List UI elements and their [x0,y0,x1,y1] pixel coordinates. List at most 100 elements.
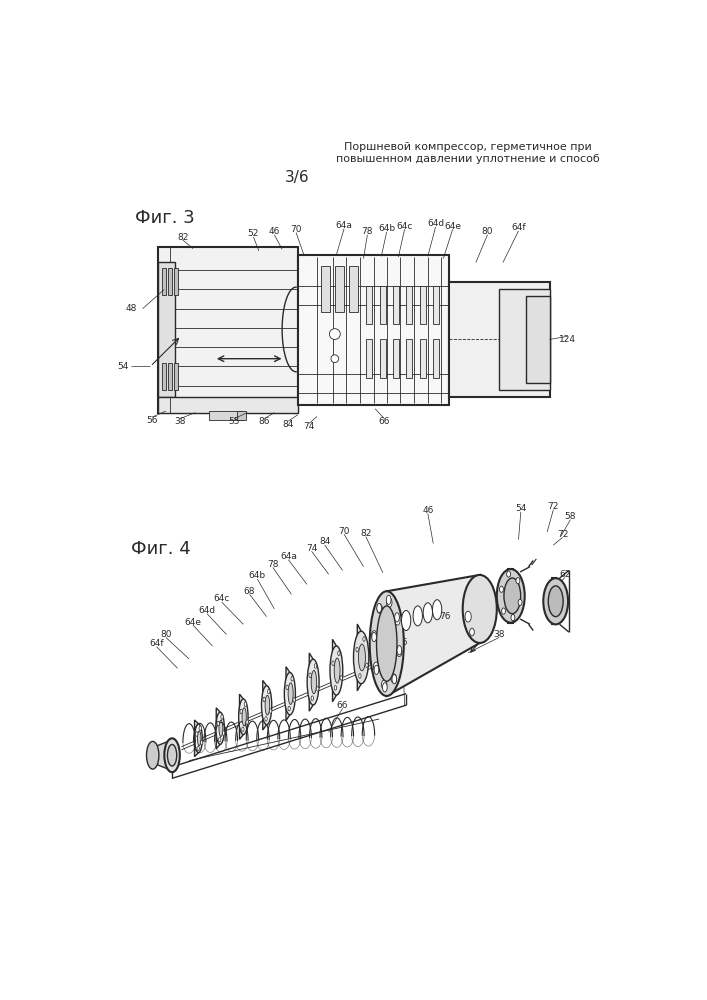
Bar [158,247,298,413]
Text: 64a: 64a [280,552,297,561]
Ellipse shape [315,664,317,668]
Text: 38: 38 [174,417,185,426]
Text: Поршневой компрессор, герметичное при: Поршневой компрессор, герметичное при [344,142,592,152]
Ellipse shape [497,569,525,623]
Text: 64f: 64f [511,223,526,232]
Text: 56: 56 [146,416,158,425]
Ellipse shape [197,746,199,751]
Ellipse shape [239,699,248,735]
Text: 38: 38 [493,630,505,639]
Ellipse shape [499,586,503,592]
Ellipse shape [331,355,339,363]
Ellipse shape [311,670,317,694]
Ellipse shape [309,673,311,678]
Ellipse shape [462,575,497,643]
Text: 68: 68 [244,587,255,596]
Bar [420,286,426,324]
Text: 64a: 64a [336,221,353,230]
Ellipse shape [373,662,379,671]
Text: 84: 84 [283,420,294,429]
Ellipse shape [358,644,366,671]
Polygon shape [332,639,337,702]
Polygon shape [263,680,267,730]
Text: 78: 78 [361,227,373,236]
Ellipse shape [356,647,358,652]
Ellipse shape [168,744,177,766]
Text: 72: 72 [548,502,559,511]
Ellipse shape [334,686,337,690]
Ellipse shape [217,721,219,726]
Bar [321,266,330,312]
Ellipse shape [372,632,376,642]
Text: 82: 82 [177,233,189,242]
Text: 64e: 64e [185,618,201,627]
Ellipse shape [240,709,243,714]
Bar [162,268,166,295]
Ellipse shape [194,724,202,753]
Ellipse shape [221,715,223,719]
Ellipse shape [223,731,225,735]
Ellipse shape [197,731,201,746]
Text: 66: 66 [379,417,390,426]
Bar [499,289,549,389]
Bar [175,268,178,295]
Bar [393,339,399,378]
Ellipse shape [317,687,319,691]
Text: 64b: 64b [378,224,395,233]
Ellipse shape [543,578,568,624]
Ellipse shape [329,329,340,339]
Bar [449,282,549,397]
Text: 80: 80 [160,630,172,639]
Bar [168,268,172,295]
Ellipse shape [291,676,293,681]
Text: 64d: 64d [427,219,444,228]
Text: 46: 46 [269,227,280,236]
Ellipse shape [199,726,201,730]
Ellipse shape [268,689,270,694]
Bar [433,339,440,378]
Text: 86: 86 [397,638,408,647]
Ellipse shape [392,675,397,684]
Text: 66: 66 [337,701,349,710]
Ellipse shape [433,600,442,620]
Text: 86: 86 [259,417,270,426]
Ellipse shape [374,665,379,674]
Polygon shape [552,578,556,624]
Bar [209,411,243,420]
Ellipse shape [507,571,510,577]
Ellipse shape [386,595,391,605]
Bar [298,255,449,405]
Ellipse shape [371,631,377,640]
Bar [406,286,412,324]
Ellipse shape [370,591,404,696]
Ellipse shape [516,578,520,584]
Bar [175,363,178,390]
Ellipse shape [265,695,270,715]
Ellipse shape [377,603,382,613]
Text: 48: 48 [125,304,136,313]
Polygon shape [387,575,480,696]
Ellipse shape [413,606,422,626]
Text: 70: 70 [291,225,302,234]
Ellipse shape [377,604,382,613]
Text: 84: 84 [319,537,330,546]
Ellipse shape [269,709,271,713]
Text: 124: 124 [559,335,575,344]
Ellipse shape [196,732,198,736]
Polygon shape [216,708,220,749]
Ellipse shape [382,683,387,692]
Ellipse shape [332,661,334,666]
Ellipse shape [265,717,267,721]
Text: 82: 82 [360,529,371,538]
Ellipse shape [288,683,293,704]
Bar [168,363,172,390]
Bar [393,286,399,324]
Text: 78: 78 [267,560,279,569]
Ellipse shape [469,628,474,636]
Ellipse shape [340,676,342,680]
Text: 74: 74 [303,422,315,431]
Ellipse shape [288,706,291,711]
Ellipse shape [263,697,265,702]
Text: 62: 62 [559,570,571,579]
Text: 58: 58 [565,512,576,521]
